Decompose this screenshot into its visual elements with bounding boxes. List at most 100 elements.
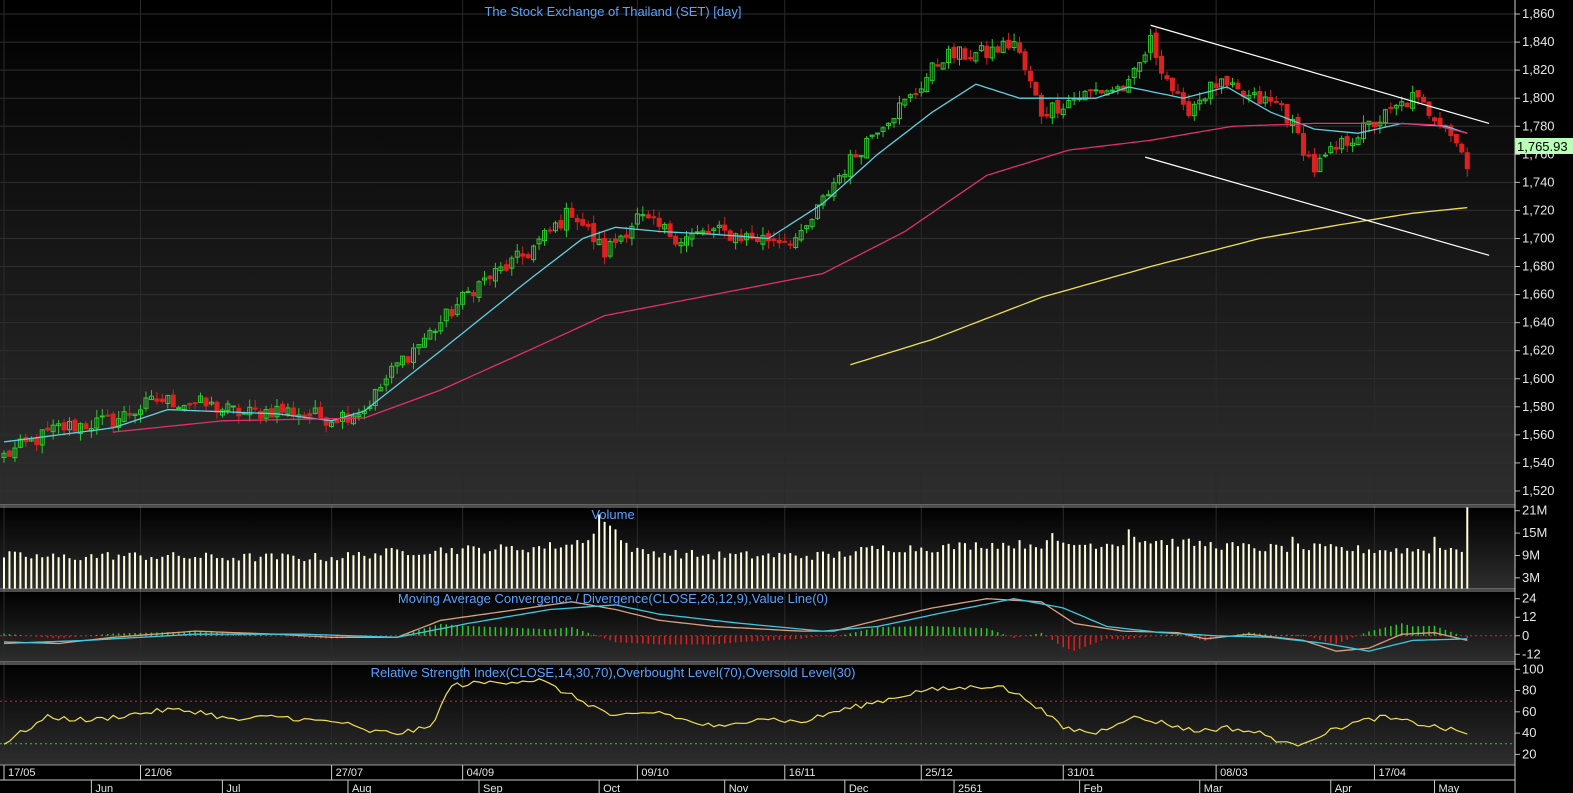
candle-up [225, 403, 231, 412]
candle-down [252, 407, 258, 410]
price-tick-label: 1,560 [1522, 427, 1555, 442]
candle-down [1344, 136, 1350, 146]
macd-tick-label: -12 [1522, 646, 1541, 661]
candle-up [957, 46, 962, 60]
price-tick-label: 1,800 [1522, 90, 1555, 105]
price-tick-label: 1,640 [1522, 315, 1555, 330]
candle-up [230, 405, 236, 408]
rsi-series [0, 678, 1515, 747]
candle-down [547, 229, 553, 232]
candle-down [1186, 101, 1192, 116]
candle-down [645, 214, 651, 219]
candle-down [1159, 55, 1165, 74]
candle-up [542, 230, 548, 242]
candle-up [946, 48, 952, 64]
candle-up [378, 387, 384, 392]
candle-up [132, 413, 138, 417]
month-label: Jun [95, 783, 113, 793]
candle-up [247, 406, 253, 416]
candle-up [847, 154, 853, 177]
candle-up [640, 214, 646, 217]
macd-series [0, 598, 1515, 652]
candle-down [1169, 77, 1175, 92]
candle-down [61, 422, 67, 431]
candle-down [1448, 125, 1454, 137]
candle-up [902, 98, 908, 106]
last-price-label: 1,765.93 [1517, 139, 1568, 154]
candle-down [995, 46, 1001, 53]
candle-up [1355, 137, 1361, 145]
candle-up [891, 118, 897, 124]
candle-down [656, 217, 662, 227]
candle-up [1148, 35, 1154, 53]
candle-down [45, 427, 51, 431]
candle-down [984, 45, 990, 58]
price-tick-label: 1,740 [1522, 174, 1555, 189]
candle-up [700, 230, 706, 234]
candle-down [1300, 133, 1306, 156]
candle-up [50, 424, 56, 433]
price-tick-label: 1,840 [1522, 34, 1555, 49]
candle-down [574, 217, 580, 223]
candle-down [307, 413, 313, 417]
candle-up [372, 389, 378, 407]
candle-up [143, 397, 149, 409]
candle-down [602, 238, 608, 258]
candle-up [831, 182, 837, 197]
month-label: 2561 [958, 783, 982, 793]
candle-up [858, 155, 864, 158]
candle-up [208, 401, 214, 405]
candle-down [705, 230, 711, 234]
candle-down [1464, 152, 1470, 170]
candle-up [1197, 99, 1203, 105]
candle-down [214, 401, 220, 413]
candle-down [1453, 134, 1459, 144]
date-label: 21/06 [145, 767, 173, 779]
price-pane-bg [0, 0, 1515, 505]
candle-down [591, 223, 597, 243]
candle-up [875, 132, 881, 135]
candle-up [886, 122, 892, 127]
volume-tick-label: 15M [1522, 525, 1547, 540]
candle-up [678, 242, 684, 247]
candle-down [1213, 83, 1219, 89]
candle-up [94, 417, 100, 429]
candle-down [613, 238, 619, 243]
candle-down [1371, 121, 1377, 128]
candle-up [356, 414, 362, 418]
candle-down [334, 419, 340, 424]
rsi-tick-label: 20 [1522, 746, 1536, 761]
candle-up [394, 362, 400, 367]
candle-up [285, 407, 291, 415]
candle-down [722, 224, 728, 231]
candle-down [449, 308, 455, 317]
candle-up [1290, 118, 1296, 126]
month-label: Sep [483, 783, 503, 793]
price-chart-title: The Stock Exchange of Thailand (SET) [da… [484, 4, 741, 19]
candle-down [1415, 90, 1421, 98]
candle-down [771, 238, 777, 242]
candle-down [405, 356, 411, 363]
month-label: Oct [603, 783, 620, 793]
candle-up [241, 412, 247, 415]
candle-up [634, 213, 640, 225]
candle-down [1175, 91, 1181, 94]
candle-down [127, 413, 133, 416]
candle-down [154, 398, 160, 402]
rsi-tick-label: 80 [1522, 683, 1536, 698]
candle-up [1219, 78, 1225, 88]
candle-up [454, 304, 460, 315]
candle-down [962, 48, 968, 60]
candle-up [312, 407, 318, 414]
candle-up [1126, 79, 1132, 93]
candle-up [427, 329, 433, 340]
candle-down [853, 154, 859, 158]
candle-up [198, 395, 204, 403]
candle-down [585, 223, 591, 227]
candle-down [558, 220, 564, 229]
candle-up [924, 77, 930, 93]
volume-title: Volume [591, 507, 634, 522]
candle-up [1115, 86, 1121, 90]
date-label: 08/03 [1220, 767, 1248, 779]
